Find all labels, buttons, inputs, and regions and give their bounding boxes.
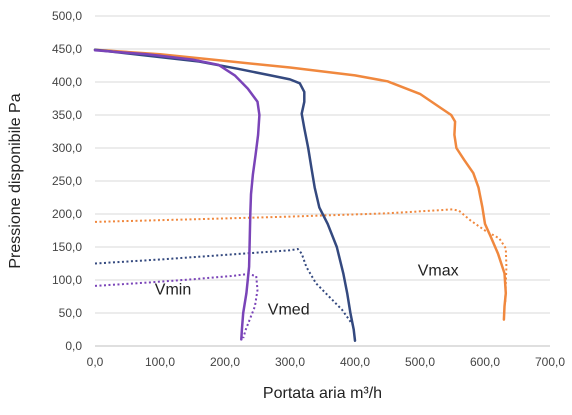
x-tick-label: 300,0 [275,355,305,369]
x-tick-label: 0,0 [87,355,104,369]
y-tick-label: 300,0 [52,141,82,155]
y-tick-label: 350,0 [52,108,82,122]
y-tick-label: 50,0 [59,306,83,320]
x-tick-label: 400,0 [340,355,370,369]
x-tick-label: 100,0 [145,355,175,369]
series-line-vmin-solid [93,49,261,341]
x-tick-label: 600,0 [470,355,500,369]
curve-label: Vmax [418,262,459,279]
series-line-vmed-solid [93,48,357,342]
series-lines [93,48,508,342]
x-tick-label: 700,0 [535,355,565,369]
x-tick-label: 200,0 [210,355,240,369]
y-axis-title: Pressione disponibile Pa [7,93,24,268]
series-line-vmax-solid [93,48,508,321]
tick-labels: 0,0 50,0 100,0 150,0 200,0 250,0 300,0 350,0 400… [52,9,565,369]
series-line-vmax-dotted [94,208,508,304]
y-tick-label: 0,0 [65,339,82,353]
y-tick-label: 400,0 [52,75,82,89]
y-tick-label: 100,0 [52,273,82,287]
series-line-vmin-dotted [94,273,259,339]
x-tick-label: 500,0 [405,355,435,369]
curve-label: Vmed [268,301,310,318]
series-line-vmed-dotted [94,248,355,327]
x-axis-title: Portata aria m³/h [263,385,382,402]
y-tick-label: 450,0 [52,42,82,56]
y-tick-label: 150,0 [52,240,82,254]
curve-labels: Vmin Vmed Vmax [155,262,459,318]
grid-lines [95,15,550,314]
y-tick-label: 500,0 [52,9,82,23]
y-tick-label: 250,0 [52,174,82,188]
curve-label: Vmin [155,282,191,299]
y-tick-label: 200,0 [52,207,82,221]
